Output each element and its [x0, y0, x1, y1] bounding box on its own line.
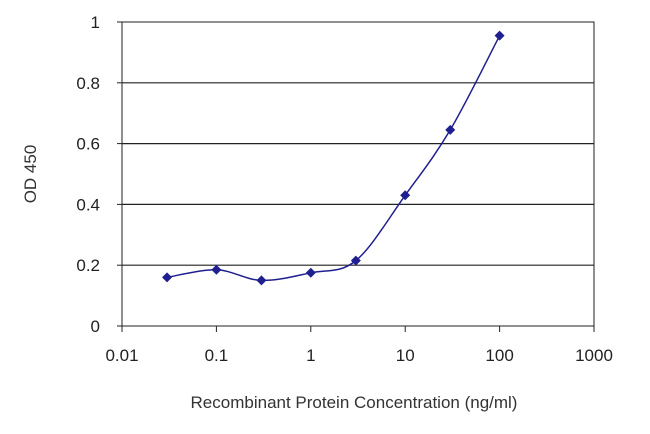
data-point — [256, 275, 267, 286]
x-tick-label: 1000 — [575, 346, 613, 365]
x-axis: 0.01 0.1 1 10 100 1000 — [105, 326, 613, 365]
data-point — [350, 255, 361, 266]
data-point — [305, 267, 316, 278]
x-tick-label: 0.1 — [205, 346, 229, 365]
series-line — [166, 35, 501, 282]
data-point — [211, 264, 222, 275]
data-point — [400, 190, 411, 201]
series-markers — [162, 30, 505, 286]
plot-area — [121, 21, 595, 327]
grid — [122, 82, 594, 266]
x-tick-label: 10 — [396, 346, 415, 365]
y-tick-label: 0.2 — [76, 256, 100, 275]
y-tick-label: 0.8 — [76, 74, 100, 93]
y-axis-title: OD 450 — [21, 145, 40, 204]
data-point — [445, 124, 456, 135]
y-tick-label: 0.4 — [76, 195, 100, 214]
y-axis: 0 0.2 0.4 0.6 0.8 1 — [76, 13, 122, 336]
data-point — [494, 30, 505, 41]
y-tick-label: 1 — [91, 13, 100, 32]
x-tick-label: 100 — [485, 346, 513, 365]
data-point — [162, 272, 173, 283]
y-tick-label: 0.6 — [76, 135, 100, 154]
x-tick-label: 0.01 — [105, 346, 138, 365]
x-axis-title: Recombinant Protein Concentration (ng/ml… — [191, 393, 518, 412]
y-tick-label: 0 — [91, 317, 100, 336]
x-tick-label: 1 — [306, 346, 315, 365]
